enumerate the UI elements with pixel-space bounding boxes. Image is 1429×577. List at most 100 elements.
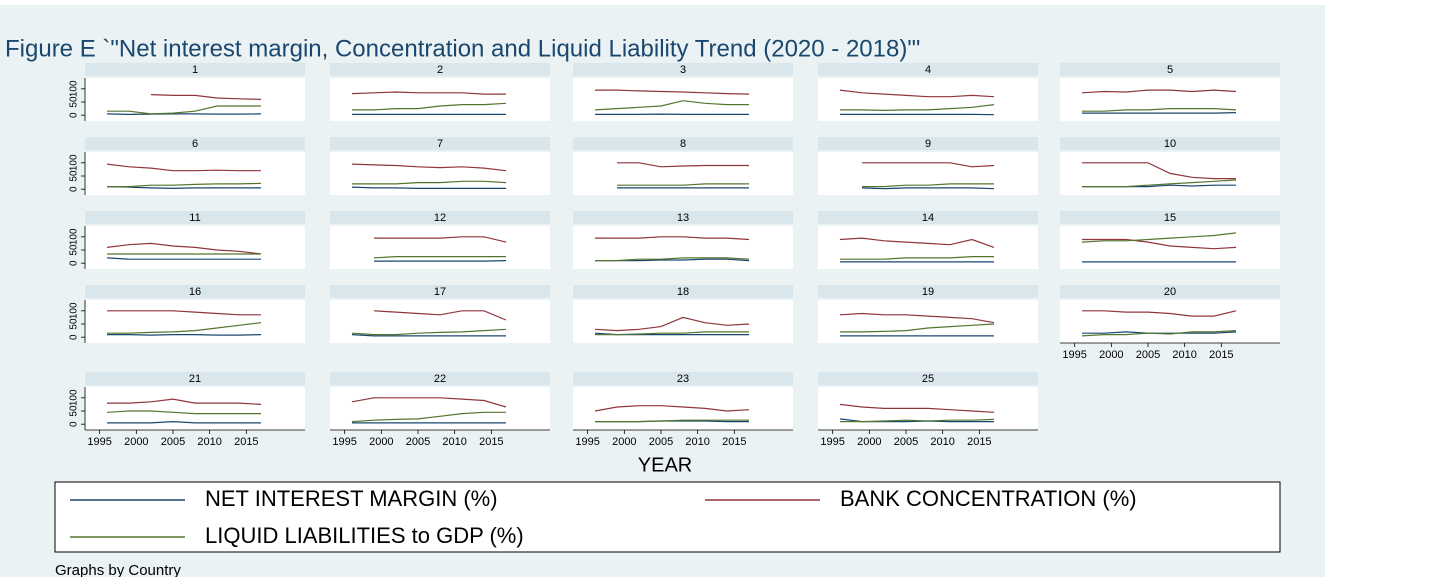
x-tick-label: 2005 [894,436,918,448]
series-line [595,331,749,336]
plot-area [85,152,305,195]
y-tick-label: 100 [69,389,80,406]
x-tick-label: 2015 [1209,349,1233,361]
x-tick-label: 2015 [234,436,258,448]
series-line [107,334,262,336]
x-tick-label: 2000 [124,436,148,448]
panel-title: 5 [1167,64,1173,76]
series-line [595,419,749,423]
panel-title: 8 [680,138,686,150]
panel-title: 23 [677,373,689,385]
series-line [107,398,262,405]
series-line [1082,238,1237,250]
x-tick-label: 2000 [857,436,881,448]
series-line [351,91,506,95]
series-line [150,94,262,100]
panel-title: 21 [189,373,201,385]
panel-title: 14 [922,212,934,224]
y-tick-label: 100 [69,302,80,319]
panel-strip [85,137,305,150]
series-line [839,237,995,248]
panel-strip [818,137,1038,150]
series-line [862,183,994,188]
series-line [1082,179,1237,188]
y-tick-label: 0 [69,421,80,427]
x-tick-label: 2010 [930,436,954,448]
plot-area [330,387,550,430]
plot-area [1060,300,1280,343]
series-line [107,420,261,424]
series-line [351,397,507,408]
series-line [840,256,994,260]
panel-strip [573,63,793,76]
series-line [595,257,750,262]
x-tick-label: 2005 [161,436,185,448]
y-tick-label: 50 [69,96,80,108]
series-line [351,328,507,336]
panel-strip [1060,285,1280,298]
plot-area [573,226,793,269]
y-tick-label: 0 [69,186,80,192]
panel-title: 25 [922,373,934,385]
x-tick-label: 1995 [575,436,599,448]
plot-area [573,300,793,343]
series-line [106,242,262,255]
plot-area [85,387,305,430]
series-line [106,186,261,190]
series-line [1082,162,1236,180]
x-tick-label: 2015 [967,436,991,448]
series-line [861,187,995,190]
y-tick-label: 0 [69,112,80,118]
panel-strip [573,372,793,385]
legend-box [54,481,1281,553]
panel-title: 20 [1164,286,1176,298]
series-line [840,323,995,333]
plot-area [330,226,550,269]
series-line [351,186,506,189]
panel-title: 22 [434,373,446,385]
panel-title: 15 [1164,212,1176,224]
series-line [373,256,506,259]
panel-title: 19 [922,286,934,298]
x-tick-label: 2000 [369,436,393,448]
x-tick-label: 1995 [1062,349,1086,361]
y-tick-label: 50 [69,405,80,417]
panel-title: 4 [925,64,931,76]
panel-strip [1060,137,1280,150]
panel-title: 11 [189,212,200,224]
series-line [1082,310,1237,317]
legend-label: LIQUID LIABILITIES to GDP (%) [205,523,524,548]
series-line [1082,112,1237,114]
legend-label: NET INTEREST MARGIN (%) [205,486,498,511]
panel-strip [573,285,793,298]
panel-strip [1060,211,1280,224]
x-tick-label: 2010 [197,436,221,448]
panel-title: 16 [189,286,201,298]
x-tick-label: 2005 [1136,349,1160,361]
y-tick-label: 50 [69,318,80,330]
x-tick-label: 2015 [479,436,503,448]
x-tick-label: 2000 [1099,349,1123,361]
series-line [106,113,262,116]
series-line [594,316,750,332]
panel-strip [330,285,550,298]
series-line [862,162,995,168]
series-line [351,411,506,423]
plot-area [1060,78,1280,121]
panel-strip [330,137,550,150]
panel-strip [85,63,305,76]
legend-label: BANK CONCENTRATION (%) [840,486,1137,511]
panel-title: 2 [437,64,443,76]
y-tick-label: 100 [69,80,80,97]
y-tick-label: 0 [69,260,80,266]
series-line [106,257,261,260]
series-line [373,310,507,321]
panel-title: 13 [677,212,689,224]
series-line [351,163,507,172]
panel-title: 12 [434,212,446,224]
x-axis-label: YEAR [638,454,692,476]
panel-strip [573,211,793,224]
x-tick-label: 2005 [406,436,430,448]
plot-area [1060,226,1280,269]
